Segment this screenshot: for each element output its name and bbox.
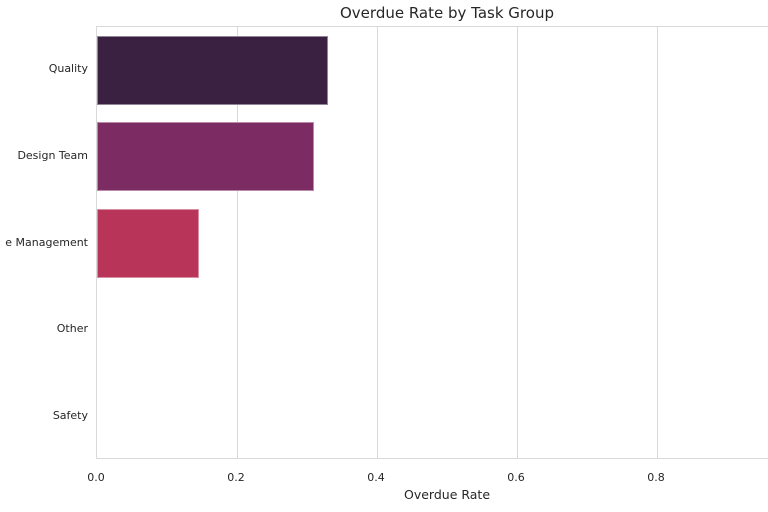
gridline-x-0.4 — [377, 27, 378, 458]
x-tick-label-0.2: 0.2 — [227, 471, 245, 484]
y-tick-label-safety: Safety — [52, 409, 88, 422]
x-tick-label-0.0: 0.0 — [87, 471, 105, 484]
bar-design-team — [97, 122, 314, 192]
bar-e-management — [97, 209, 199, 278]
gridline-x-0.2 — [237, 27, 238, 458]
y-tick-label-other: Other — [56, 322, 88, 335]
chart-title: Overdue Rate by Task Group — [340, 4, 554, 22]
gridline-x-0.8 — [657, 27, 658, 458]
y-tick-label-quality: Quality — [48, 62, 88, 75]
bar-quality — [97, 35, 328, 105]
plot-area — [96, 26, 768, 459]
x-tick-label-0.8: 0.8 — [647, 471, 665, 484]
gridline-x-0.6 — [517, 27, 518, 458]
y-tick-label-design-team: Design Team — [17, 149, 88, 162]
y-tick-label-e-management: e Management — [5, 236, 88, 249]
x-axis-label: Overdue Rate — [403, 487, 491, 502]
x-tick-label-0.4: 0.4 — [367, 471, 385, 484]
x-tick-label-0.6: 0.6 — [507, 471, 525, 484]
